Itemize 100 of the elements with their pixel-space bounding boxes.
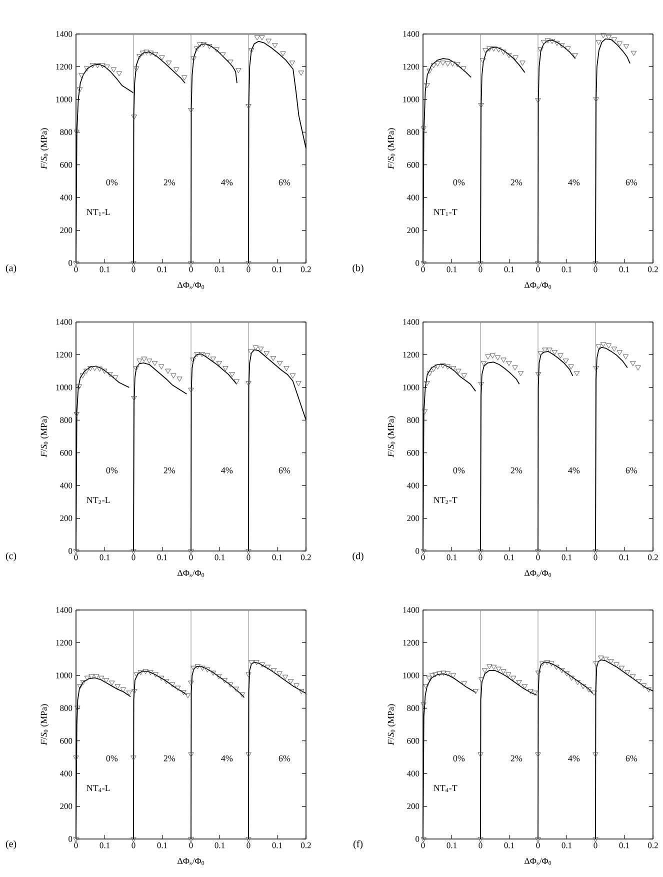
point — [496, 47, 502, 52]
point — [131, 396, 137, 401]
point — [535, 372, 542, 378]
point — [84, 368, 90, 374]
point — [169, 682, 176, 688]
point — [272, 43, 278, 48]
point — [112, 375, 118, 380]
x-tick-label: 0.1 — [504, 266, 514, 272]
point — [540, 40, 547, 45]
x-tick-label: 0.1 — [157, 842, 168, 848]
point — [482, 668, 488, 674]
point — [482, 48, 488, 54]
point — [535, 98, 541, 104]
y-tick-label: 0 — [68, 260, 72, 266]
point — [222, 366, 228, 372]
point — [535, 549, 541, 554]
text: (f) — [353, 840, 363, 850]
point — [276, 360, 283, 366]
y-tick-label: 1200 — [56, 640, 72, 646]
point — [78, 73, 84, 78]
point — [494, 355, 501, 360]
y-axis-title: F/S$_{0}$ (MPa) — [40, 416, 49, 458]
point — [565, 46, 571, 52]
x-tick-label: 0 — [594, 842, 598, 848]
point — [138, 670, 144, 676]
point — [420, 549, 426, 554]
x-axis-title: ΔΦ$_{s}$/Φ$_{0}$ — [524, 282, 552, 290]
point — [92, 366, 98, 372]
y-tick-label: 1400 — [403, 607, 420, 613]
point — [616, 42, 623, 47]
point — [618, 666, 625, 671]
annotation: 0% — [106, 467, 118, 474]
annotation: 6% — [278, 755, 290, 762]
x-tick-label: 0 — [421, 554, 425, 560]
point — [478, 837, 484, 842]
point — [280, 51, 286, 56]
y-tick-label: 800 — [60, 705, 72, 711]
annotation: NT$_{4}$-T — [434, 785, 458, 792]
point — [74, 706, 80, 711]
y-tick-label: 0 — [416, 836, 420, 842]
point — [460, 66, 466, 72]
point — [228, 682, 234, 688]
point — [450, 673, 456, 678]
point — [454, 62, 460, 68]
point — [422, 409, 428, 414]
y-tick-label: 800 — [407, 417, 420, 423]
point — [73, 837, 79, 842]
annotation: 6% — [626, 467, 638, 474]
y-tick-label: 1400 — [56, 319, 72, 325]
point — [166, 60, 172, 66]
point — [107, 372, 113, 378]
point — [420, 702, 426, 708]
point — [252, 345, 259, 350]
point — [592, 549, 598, 554]
point — [246, 549, 252, 554]
point — [158, 676, 164, 681]
point — [116, 71, 122, 76]
point — [84, 66, 90, 72]
point — [136, 358, 142, 364]
annotation: 6% — [278, 467, 290, 474]
point — [200, 42, 206, 48]
point — [134, 66, 140, 72]
point — [290, 373, 296, 378]
point — [456, 368, 462, 374]
point — [110, 67, 117, 72]
x-tick-label: 0 — [189, 554, 193, 560]
point — [506, 672, 512, 678]
point — [490, 46, 497, 52]
y-tick-label: 200 — [407, 803, 420, 810]
x-tick-label: 0.2 — [301, 554, 311, 560]
point — [559, 668, 565, 674]
annotation: NT$_{2}$-L — [86, 497, 110, 504]
x-tick-label: 0.1 — [214, 554, 225, 560]
point — [100, 63, 106, 68]
x-tick-label: 0.1 — [562, 842, 572, 848]
point — [152, 672, 158, 678]
point — [606, 343, 612, 348]
point — [603, 656, 609, 662]
x-tick-label: 0.1 — [562, 554, 572, 560]
point — [282, 674, 288, 680]
point — [432, 672, 438, 678]
x-tick-label: 0 — [246, 266, 250, 272]
point — [152, 52, 158, 58]
point — [84, 676, 90, 681]
y-tick-label: 400 — [60, 482, 72, 488]
point — [440, 670, 446, 676]
x-tick-label: 0.1 — [504, 554, 514, 560]
y-tick-label: 600 — [60, 162, 72, 168]
y-tick-label: 400 — [406, 482, 420, 488]
y-tick-label: 200 — [60, 803, 72, 810]
point — [500, 669, 506, 674]
point — [94, 63, 100, 68]
point — [622, 354, 629, 360]
annotation: 4% — [221, 755, 233, 762]
point — [214, 47, 220, 52]
point — [490, 353, 496, 358]
point — [424, 381, 430, 386]
point — [614, 662, 620, 668]
point — [76, 384, 82, 390]
point — [74, 130, 80, 135]
